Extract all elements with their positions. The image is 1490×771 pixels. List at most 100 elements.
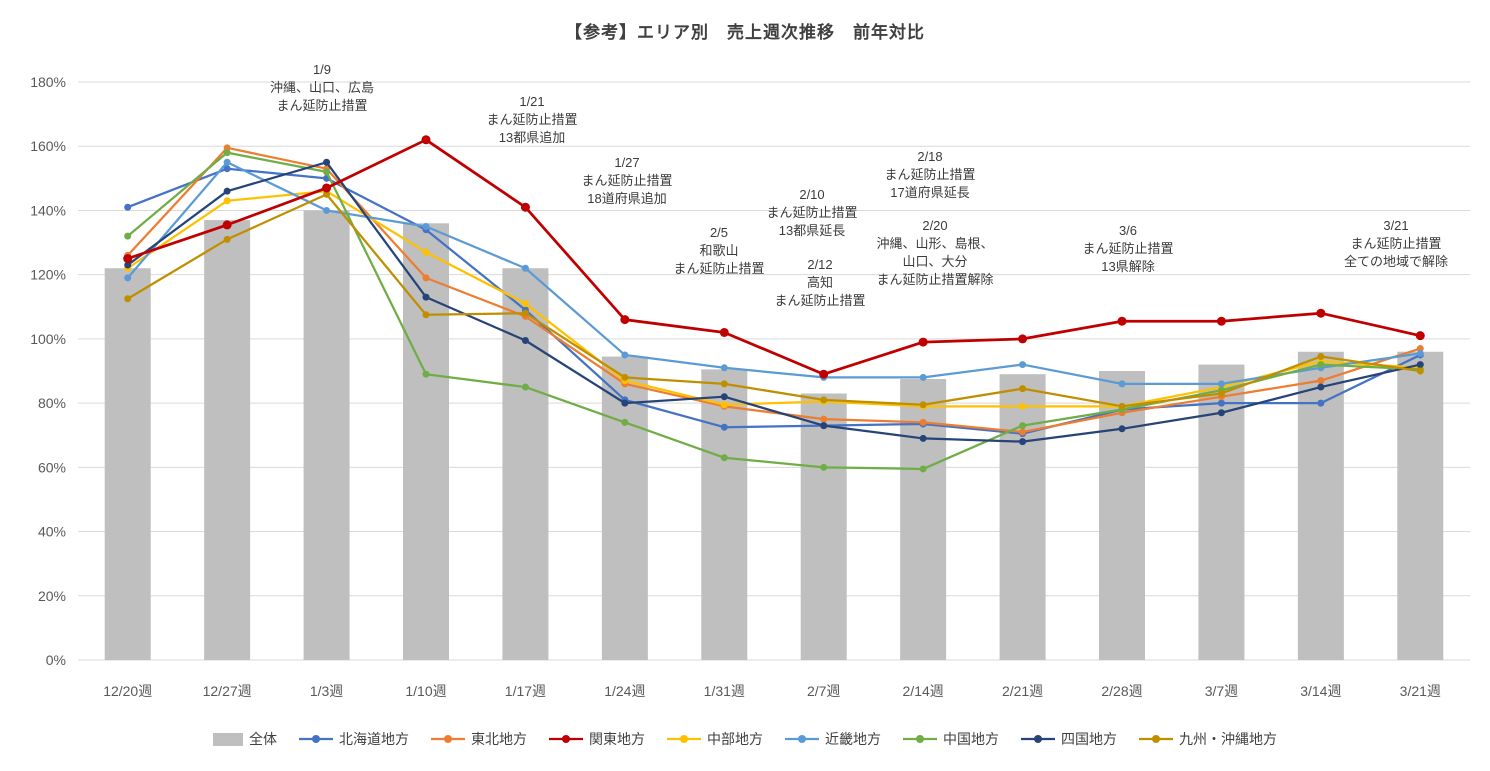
marker-kanto [222,220,232,230]
x-axis-label: 2/14週 [903,683,944,699]
y-axis-label: 60% [38,459,66,475]
y-axis-label: 20% [38,588,66,604]
marker-chugoku [1019,422,1027,430]
annotation-5: 2/10 まん延防止措置 13都県延長 [766,187,857,238]
marker-kanto [421,135,431,145]
marker-tohoku [1317,377,1325,385]
marker-kyushu-okinawa [521,309,529,317]
marker-tohoku [422,274,430,282]
legend-marker-shikoku [1034,735,1042,743]
marker-kyushu-okinawa [1217,389,1225,397]
marker-kinki [1019,361,1027,369]
legend-swatch-chugoku [903,735,937,743]
legend-label-chubu: 中部地方 [707,731,763,747]
marker-shikoku [720,393,728,401]
marker-tohoku [1019,428,1027,436]
marker-shikoku [1118,425,1126,433]
marker-kanto [1018,334,1028,344]
legend-label-kinki: 近畿地方 [825,731,881,747]
marker-kinki [1118,380,1126,388]
bar-overall [701,369,748,660]
marker-chugoku [223,149,231,157]
bar-overall [601,356,648,660]
y-axis-label: 160% [30,138,66,154]
line-series-kanto [126,138,1422,376]
legend-swatch-kyushu-okinawa [1139,735,1173,743]
marker-shikoku [919,434,927,442]
legend-item-kinki: 近畿地方 [785,729,881,749]
legend-marker-chugoku [916,735,924,743]
y-axis-label: 140% [30,202,66,218]
marker-kyushu-okinawa [422,311,430,319]
bar-overall [303,210,350,660]
legend-marker-kyushu-okinawa [1152,735,1160,743]
marker-chugoku [720,454,728,462]
marker-chugoku [323,168,331,176]
legend-label-chugoku: 中国地方 [943,731,999,747]
legend-item-chubu: 中部地方 [667,729,763,749]
marker-kyushu-okinawa [820,396,828,404]
y-axis-label: 0% [46,652,66,668]
marker-kanto [520,202,530,212]
marker-chubu [223,197,231,205]
line-series-chugoku [126,151,1422,471]
bar-overall [1397,351,1444,660]
y-axis-label: 40% [38,524,66,540]
legend-label-hokkaido: 北海道地方 [339,731,409,747]
x-axis-label: 12/27週 [203,683,252,699]
annotation-9: 3/6 まん延防止措置 13県解除 [1082,223,1173,274]
legend-swatch-kanto [549,735,583,743]
legend-swatch-tohoku [431,735,465,743]
marker-hokkaido [1317,399,1325,407]
legend-item-kanto: 関東地方 [549,729,645,749]
marker-shikoku [521,336,529,344]
annotation-7: 2/18 まん延防止措置 17道府県延長 [884,149,975,200]
legend-label-kanto: 関東地方 [589,731,645,747]
x-axis-label: 1/10週 [405,683,446,699]
marker-kinki [323,206,331,214]
marker-shikoku [1317,383,1325,391]
marker-kinki [124,274,132,282]
annotation-6: 2/12 高知まん延防止措置 [774,257,865,308]
line-series-shikoku [126,161,1422,443]
legend-marker-chubu [680,735,688,743]
annotation-10: 3/21 まん延防止措置全ての地域で解除 [1344,218,1448,269]
marker-shikoku [422,293,430,301]
marker-kyushu-okinawa [621,373,629,381]
marker-kanto [123,254,133,264]
marker-chugoku [621,418,629,426]
marker-hokkaido [1217,399,1225,407]
chart-canvas: 0% 20% 40% 60% 80% 100% 120% 140% 160% 180% 12/20週… [30,62,1470,699]
marker-chubu [521,300,529,308]
marker-kanto [1415,331,1425,341]
marker-shikoku [223,187,231,195]
marker-kyushu-okinawa [124,295,132,303]
marker-kyushu-okinawa [1118,402,1126,410]
marker-kyushu-okinawa [323,190,331,198]
bar-overall [1297,351,1344,660]
legend-swatch-hokkaido [299,735,333,743]
marker-kinki [720,364,728,372]
marker-kanto [819,369,829,379]
y-axis-label: 100% [30,331,66,347]
marker-tohoku [820,415,828,423]
legend-marker-hokkaido [312,735,320,743]
marker-kinki [422,223,430,230]
marker-chugoku [521,383,529,391]
bar-overall [800,393,847,660]
marker-kanto [719,327,729,337]
annotation-4: 2/5 和歌山まん延防止措置 [673,225,764,276]
marker-shikoku [323,158,331,166]
legend-item-hokkaido: 北海道地方 [299,729,409,749]
legend-swatch-chubu [667,735,701,743]
marker-chugoku [422,370,430,378]
x-axis-label: 3/7週 [1205,683,1238,699]
bar-overall [999,374,1046,660]
marker-shikoku [820,422,828,430]
marker-kanto [1216,316,1226,326]
annotation-2: 1/21 まん延防止措置 13都県追加 [486,94,577,145]
marker-chugoku [124,232,132,240]
marker-shikoku [1019,438,1027,446]
marker-kinki [1416,349,1424,357]
marker-shikoku [124,261,132,269]
